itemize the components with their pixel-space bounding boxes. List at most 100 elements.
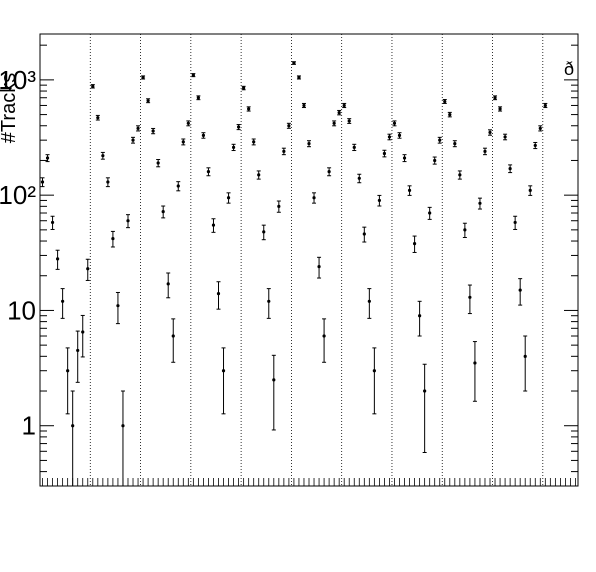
data-point: [75, 330, 80, 383]
data-point: [241, 85, 246, 91]
point-marker: [367, 299, 371, 303]
point-marker: [55, 257, 60, 261]
point-marker: [423, 389, 427, 393]
data-point: [176, 181, 181, 192]
point-marker: [121, 424, 125, 428]
point-marker: [211, 223, 216, 227]
data-point: [462, 222, 467, 238]
point-marker: [458, 173, 462, 177]
point-marker: [196, 96, 200, 100]
data-point: [171, 318, 176, 363]
point-marker: [347, 119, 351, 123]
point-marker: [478, 201, 482, 205]
point-marker: [297, 75, 301, 80]
point-marker: [428, 211, 432, 215]
point-marker: [483, 149, 487, 153]
point-marker: [277, 204, 281, 208]
data-point: [161, 205, 166, 219]
point-marker: [111, 236, 115, 241]
data-point: [467, 284, 472, 315]
point-marker: [302, 103, 306, 108]
data-point: [387, 133, 392, 141]
data-point: [427, 206, 432, 220]
point-marker: [201, 133, 206, 137]
point-marker: [332, 121, 336, 125]
data-point: [266, 288, 271, 319]
data-point: [221, 347, 226, 415]
point-marker: [216, 291, 221, 296]
point-marker: [468, 295, 472, 299]
point-marker: [106, 180, 110, 184]
data-point: [40, 177, 45, 188]
y-tick-label: 1: [22, 411, 36, 441]
data-point: [417, 300, 422, 337]
data-point: [226, 192, 231, 204]
point-marker: [176, 184, 180, 188]
data-point: [191, 73, 196, 78]
point-marker: [443, 99, 447, 104]
data-point: [256, 170, 261, 180]
point-marker: [141, 75, 145, 80]
data-point: [85, 258, 90, 281]
data-point: [538, 125, 543, 132]
point-marker: [488, 130, 492, 135]
data-point: [317, 256, 322, 279]
point-marker: [40, 180, 45, 184]
data-point: [337, 109, 342, 116]
data-point: [136, 125, 141, 132]
data-point: [206, 167, 211, 177]
data-point: [322, 318, 327, 363]
point-marker: [508, 166, 512, 171]
point-marker: [206, 170, 211, 174]
data-point: [442, 99, 447, 104]
point-marker: [352, 145, 356, 149]
data-point: [432, 156, 437, 165]
data-point: [523, 335, 528, 392]
data-point: [307, 140, 311, 148]
x-axis: [42, 478, 576, 486]
data-point: [70, 390, 75, 487]
plot-border: [39, 33, 579, 487]
point-marker: [151, 129, 155, 133]
data-point: [146, 98, 151, 104]
data-point: [513, 215, 518, 230]
point-marker: [362, 232, 366, 236]
point-marker: [61, 299, 65, 303]
data-point: [281, 147, 286, 156]
point-marker: [272, 378, 276, 382]
data-point: [402, 154, 407, 163]
point-marker: [71, 424, 75, 428]
point-marker: [262, 230, 266, 234]
point-marker: [317, 265, 321, 269]
data-point: [452, 140, 457, 148]
point-marker: [513, 220, 517, 225]
y-tick-label: 10: [7, 295, 36, 325]
point-marker: [252, 140, 256, 144]
data-point: [412, 235, 417, 253]
point-marker: [181, 140, 185, 144]
point-marker: [292, 61, 296, 65]
data-point: [397, 132, 402, 139]
point-marker: [342, 103, 346, 108]
point-marker: [161, 210, 165, 214]
data-point: [357, 173, 362, 184]
data-point: [312, 192, 317, 204]
data-point: [508, 164, 513, 174]
point-marker: [156, 161, 160, 165]
data-point: [482, 147, 487, 156]
point-marker: [433, 158, 437, 163]
point-marker: [493, 96, 497, 100]
data-point: [347, 118, 352, 124]
data-point: [105, 177, 110, 188]
data-point: [342, 102, 347, 109]
point-marker: [242, 86, 246, 90]
data-point: [100, 151, 105, 160]
data-point: [65, 347, 70, 415]
y-axis-label: #Tracks: [0, 73, 20, 143]
data-point: [291, 61, 296, 65]
point-marker: [131, 138, 135, 142]
point-marker: [312, 196, 316, 200]
point-marker: [412, 242, 417, 246]
data-point: [80, 314, 85, 358]
data-point: [332, 120, 337, 127]
